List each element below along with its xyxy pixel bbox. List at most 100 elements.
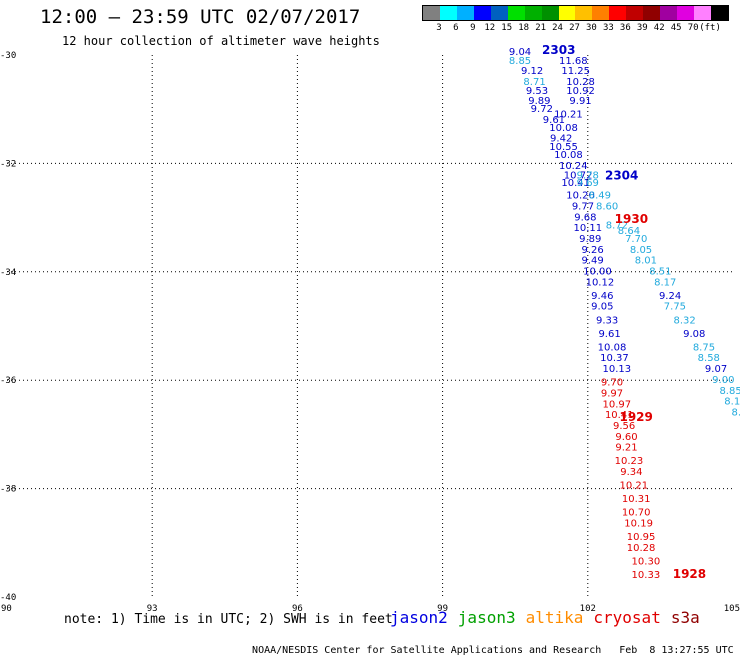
map-title: 12:00 – 23:59 UTC 02/07/2017 [40,6,361,28]
swh-value: 9.72 [531,104,553,115]
scale-label: 70 [687,23,699,33]
swh-value: 10.12 [586,277,615,288]
swh-value: 10.28 [566,77,595,88]
pass-time-label: 1928 [673,567,706,581]
scale-label: 18 [518,23,530,33]
swh-value: 9.56 [613,421,635,432]
lon-tick-label: 90 [1,604,12,614]
swh-value: 10.08 [549,123,578,134]
swh-value: 8.05 [630,245,652,256]
swh-value: 9.07 [705,364,727,375]
scale-label: 42 [653,23,665,33]
scale-label: 45 [670,23,682,33]
scale-swatch [609,6,627,20]
lat-tick-label: -32 [0,159,16,169]
swh-value: 10.21 [554,109,583,120]
swh-value: 9.69 [577,178,599,189]
swh-value: 10.24 [559,161,588,172]
swh-value: 10.00 [583,267,612,278]
units-note: note: 1) Time is in UTC; 2) SWH is in fe… [64,612,393,627]
swh-value: 8.64 [618,226,640,237]
lon-tick-label: 105 [724,604,740,614]
swh-value: 9.08 [683,329,705,340]
credit-text: NOAA/NESDIS Center for Satellite Applica… [252,645,602,656]
swh-value: 10.72 [564,171,593,182]
swh-value: 10.11 [573,223,602,234]
swh-value: 11.68 [559,56,588,67]
lat-tick-label: -36 [0,376,16,386]
scale-swatch [473,6,491,20]
scale-swatch [507,6,525,20]
swh-value: 10.95 [627,532,656,543]
scale-label: 36 [619,23,631,33]
swh-value: 8.51 [649,267,671,278]
swh-value: 9.42 [550,134,572,145]
satellite-name: altika [525,608,584,627]
lat-tick-label: -34 [0,268,16,278]
swh-value: 8.17 [654,277,676,288]
swh-value: 8.75 [693,342,715,353]
scale-label: 21 [535,23,547,33]
color-scale-boxes [422,5,729,21]
scale-swatch [643,6,661,20]
scale-swatch [710,6,728,20]
scale-label: 27 [569,23,580,33]
swh-value: 8.71 [523,77,545,88]
scale-swatch [541,6,559,20]
scale-label: 39 [636,23,648,33]
swh-value: 11.25 [561,66,590,77]
scale-swatch [456,6,474,20]
pass-time-label: 2303 [542,43,575,57]
swh-value: 8.32 [673,315,695,326]
swh-value: 8.85 [719,386,740,397]
swh-value: 10.31 [622,494,651,505]
swh-value: 8.01 [635,256,657,267]
swh-value: 9.21 [615,443,637,454]
scale-swatch [626,6,644,20]
lon-tick-label: 102 [580,604,596,614]
swh-value: 9.77 [572,201,594,212]
swh-value: 10.97 [603,399,632,410]
swh-value: 9.24 [659,291,681,302]
swh-value: 9.53 [526,86,548,97]
swh-value: 10.41 [561,178,590,189]
swh-value: 9.61 [598,329,620,340]
scale-label: (ft) [699,23,721,33]
swh-value: 9.61 [543,115,565,126]
swh-value: 9.05 [591,302,613,313]
scale-swatch [524,6,542,20]
swh-value: 10.28 [627,543,656,554]
scale-label: 30 [586,23,597,33]
swh-value: 9.49 [582,256,604,267]
color-scale-labels: 3 6 9 12 15 18 21 24 27 30 33 36 39 42 45 70 (ft) [422,21,727,33]
pass-time-label: 1930 [615,212,648,226]
swh-value: 9.78 [577,171,599,182]
scale-label: 33 [602,23,614,33]
swh-value: 8.58 [698,353,720,364]
swh-value: 9.70 [601,378,623,389]
map-subtitle: 12 hour collection of altimeter wave hei… [62,34,380,48]
satellite-legend: jason2 jason3 altika cryosat s3a [390,608,710,627]
scale-swatch [694,6,711,20]
swh-value: 10.37 [600,353,629,364]
scale-label: 6 [453,23,459,33]
swh-value: 10.33 [632,570,661,581]
scale-swatch [677,6,694,20]
swh-value: 9.46 [591,291,613,302]
swh-value: 9.60 [615,432,637,443]
scale-swatch [660,6,678,20]
swh-value: 10.92 [566,86,595,97]
scale-swatch [558,6,576,20]
swh-value: 8.72 [606,220,628,231]
swh-value: 10.41 [605,410,634,421]
lon-tick-label: 93 [147,604,158,614]
swh-value: 9.68 [574,212,596,223]
scale-swatch [490,6,508,20]
swh-value: 9.04 [509,47,531,58]
swh-value: 9.26 [582,245,604,256]
swh-value: 8.13 [724,397,740,408]
satellite-name: s3a [670,608,700,627]
swh-value: 8.49 [589,191,611,202]
swh-value: 8.60 [596,201,618,212]
swh-value: 9.00 [712,375,734,386]
